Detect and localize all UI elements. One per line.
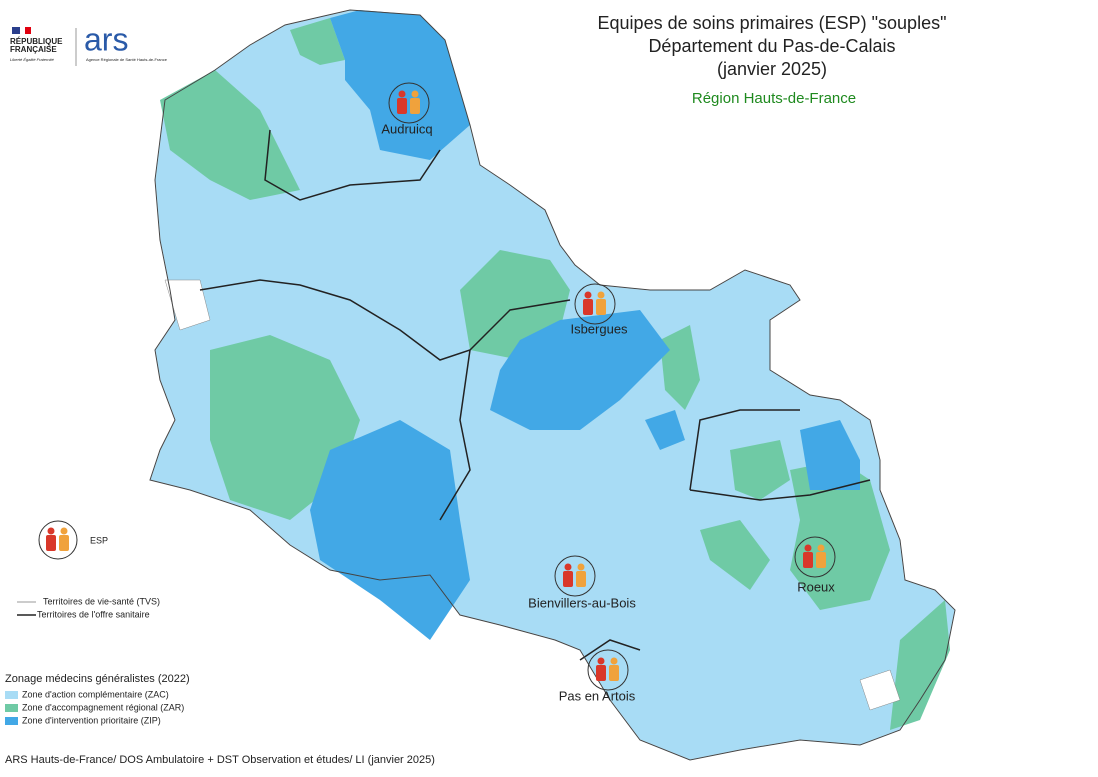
legend-swatch xyxy=(5,717,18,725)
border xyxy=(689,479,871,501)
icon-head xyxy=(564,563,572,571)
icon-head xyxy=(584,291,592,299)
title-line: Equipes de soins primaires (ESP) "souple… xyxy=(598,13,947,33)
zone-zar xyxy=(660,325,700,410)
icon-body xyxy=(46,535,56,551)
marker-label: Bienvillers-au-Bois xyxy=(528,595,636,610)
border xyxy=(264,129,441,201)
flag xyxy=(20,27,26,34)
icon-ring xyxy=(794,536,836,578)
zone-zar xyxy=(290,18,345,65)
logo-text: Liberté Égalité Fraternité xyxy=(10,57,55,62)
icon-head xyxy=(60,527,68,535)
legend-swatch xyxy=(5,704,18,712)
subtitle: Région Hauts-de-France xyxy=(692,90,856,107)
title-line: Département du Pas-de-Calais xyxy=(648,36,895,56)
legend-label: Zone d'action complémentaire (ZAC) xyxy=(22,689,169,699)
border xyxy=(199,279,571,361)
icon-body xyxy=(596,665,606,681)
logo-text: Agence Régionale de Santé Hauts-de-Franc… xyxy=(86,57,168,62)
marker-label: Audruicq xyxy=(381,121,432,136)
icon-head xyxy=(398,90,406,98)
icon-head xyxy=(47,527,55,535)
icon-body xyxy=(563,571,573,587)
zone-zar xyxy=(790,460,890,610)
legend-label: Zone d'accompagnement régional (ZAR) xyxy=(22,702,184,712)
icon-head xyxy=(804,544,812,552)
icon-body xyxy=(583,299,593,315)
no-zone xyxy=(859,669,901,711)
icon-ring xyxy=(587,649,629,691)
icon-body xyxy=(816,552,826,568)
icon-head xyxy=(577,563,585,571)
icon-ring xyxy=(38,520,78,560)
icon-body xyxy=(576,571,586,587)
zone-zar xyxy=(730,440,790,500)
border xyxy=(439,349,471,521)
icon-head xyxy=(597,291,605,299)
marker-label: Isbergues xyxy=(570,321,628,336)
zone-zar xyxy=(890,600,950,730)
icon-body xyxy=(803,552,813,568)
zone-zip xyxy=(645,410,685,450)
icon-head xyxy=(610,657,618,665)
icon-ring xyxy=(574,283,616,325)
esp-icon xyxy=(554,555,596,597)
icon-head xyxy=(597,657,605,665)
legend-swatch xyxy=(5,691,18,699)
icon-head xyxy=(817,544,825,552)
icon-head xyxy=(411,90,419,98)
logo-text: ars xyxy=(84,21,128,57)
legend-label: ESP xyxy=(90,535,108,545)
esp-icon xyxy=(388,82,430,124)
esp-icon xyxy=(794,536,836,578)
no-zone xyxy=(164,279,211,331)
legend-label: Territoires de l'offre sanitaire xyxy=(37,609,150,619)
logo-text: RÉPUBLIQUE xyxy=(10,37,63,46)
border xyxy=(579,639,641,661)
title-line: (janvier 2025) xyxy=(717,59,827,79)
esp-icon xyxy=(574,283,616,325)
esp-icon xyxy=(38,520,78,560)
marker-label: Roeux xyxy=(797,579,835,594)
icon-body xyxy=(59,535,69,551)
marker-label: Pas en Artois xyxy=(559,688,636,703)
zone-zar xyxy=(160,70,300,200)
flag xyxy=(25,27,31,34)
zone-zip xyxy=(310,420,470,640)
logo-text: FRANÇAISE xyxy=(10,45,57,54)
zone-zip xyxy=(490,310,670,430)
department-map xyxy=(149,9,956,761)
icon-body xyxy=(609,665,619,681)
border xyxy=(689,409,800,491)
legend-label: Zone d'intervention prioritaire (ZIP) xyxy=(22,715,161,725)
footer: ARS Hauts-de-France/ DOS Ambulatoire + D… xyxy=(5,754,435,766)
icon-ring xyxy=(388,82,430,124)
zone-zip xyxy=(800,420,860,490)
icon-ring xyxy=(554,555,596,597)
logo: RÉPUBLIQUE FRANÇAISE Liberté Égalité Fra… xyxy=(10,21,168,66)
legend-title: Zonage médecins généralistes (2022) xyxy=(5,673,190,685)
zone-zar xyxy=(700,520,770,590)
icon-body xyxy=(410,98,420,114)
esp-icon xyxy=(587,649,629,691)
legend-label: Territoires de vie-santé (TVS) xyxy=(43,596,160,606)
health-territory-borders xyxy=(199,129,871,661)
icon-body xyxy=(596,299,606,315)
department-outline xyxy=(149,9,956,761)
icon-body xyxy=(397,98,407,114)
